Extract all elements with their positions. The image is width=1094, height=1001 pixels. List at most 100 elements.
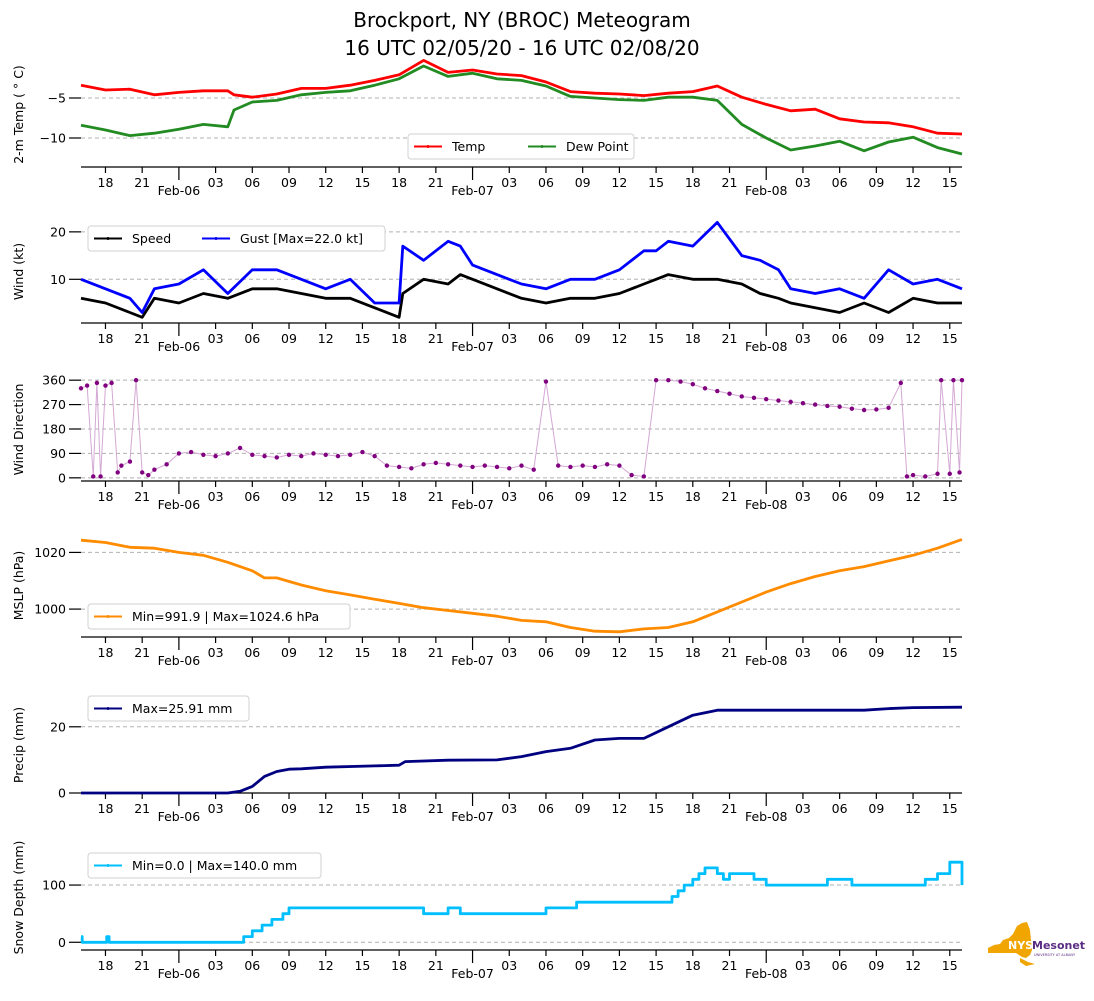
x-tick-label: 09 (281, 801, 297, 816)
series-line-max=25.91 (81, 705, 963, 795)
series-line-temp (80, 59, 963, 136)
x-tick-label: 15 (354, 175, 370, 190)
x-tick-label: 12 (905, 958, 921, 973)
direction-point (666, 377, 671, 383)
direction-point (84, 383, 90, 388)
x-tick-label: 15 (942, 331, 958, 346)
x-tick-label: 09 (868, 801, 884, 816)
x-tick-label: 21 (722, 645, 738, 660)
legend-label: Gust [Max=22.0 kt] (240, 231, 363, 246)
x-tick-label: 18 (685, 331, 701, 346)
x-tick-label: 06 (538, 489, 554, 504)
x-tick-label: 15 (354, 489, 370, 504)
x-tick-label: 09 (575, 958, 591, 973)
date-tick-label: Feb-06 (158, 183, 201, 198)
direction-point (938, 377, 944, 383)
direction-point (109, 380, 114, 386)
x-tick-label: 21 (134, 489, 150, 504)
x-tick-label: 06 (244, 331, 260, 346)
legend-marker (426, 145, 430, 148)
direction-point (311, 451, 316, 456)
x-tick-label: 03 (501, 645, 517, 660)
x-tick-label: 21 (134, 175, 150, 190)
direction-point (861, 407, 867, 413)
x-tick-label: 09 (575, 801, 591, 816)
x-tick-label: 21 (722, 958, 738, 973)
direction-point (98, 474, 103, 479)
direction-point (201, 452, 206, 457)
direction-point (812, 402, 818, 407)
logo-nys-text: NYS (1008, 939, 1033, 952)
x-tick-label: 18 (98, 489, 114, 504)
x-tick-label: 21 (722, 801, 738, 816)
x-tick-label: 15 (648, 801, 664, 816)
direction-point (507, 466, 512, 471)
direction-point (727, 391, 732, 396)
direction-point (372, 453, 377, 459)
direction-point (347, 452, 353, 457)
nys-mesonet-logo: NYS Mesonet UNIVERSITY AT ALBANY (988, 922, 1085, 966)
direction-point (957, 470, 962, 475)
legend-label: Temp (451, 139, 485, 154)
direction-point (959, 377, 965, 383)
direction-point (904, 474, 910, 479)
y-tick-label: 1020 (34, 545, 66, 560)
y-tick-label: 360 (42, 373, 66, 388)
direction-point (653, 377, 659, 383)
legend-box (87, 852, 322, 879)
x-tick-label: 15 (942, 958, 958, 973)
x-tick-label: 09 (575, 645, 591, 660)
direction-point (543, 379, 549, 384)
direction-point (702, 386, 708, 391)
x-tick-label: 12 (318, 331, 334, 346)
x-tick-label: 18 (685, 801, 701, 816)
x-tick-label: 21 (428, 175, 444, 190)
x-tick-label: 18 (98, 645, 114, 660)
legend: Speed Gust [Max=22.0 kt] (87, 225, 386, 252)
x-tick-label: 18 (391, 958, 407, 973)
y-axis-label: Precip (mm) (11, 707, 26, 783)
x-tick-label: 12 (905, 331, 921, 346)
direction-point (127, 459, 133, 464)
x-tick-label: 06 (832, 489, 848, 504)
x-tick-label: 21 (134, 645, 150, 660)
x-tick-label: 21 (722, 489, 738, 504)
x-tick-label: 12 (318, 645, 334, 660)
legend-box (87, 603, 351, 630)
x-tick-label: 03 (208, 175, 224, 190)
x-tick-label: 15 (354, 645, 370, 660)
x-tick-label: 21 (428, 331, 444, 346)
legend: Temp Dew Point (407, 133, 635, 160)
x-tick-label: 15 (648, 645, 664, 660)
direction-point (886, 405, 891, 411)
x-tick-label: 21 (134, 801, 150, 816)
x-tick-label: 21 (428, 958, 444, 973)
direction-point (951, 377, 956, 383)
direction-point (360, 449, 365, 455)
x-tick-label: 12 (905, 175, 921, 190)
x-tick-label: 21 (428, 801, 444, 816)
x-tick-label: 18 (391, 645, 407, 660)
x-tick-label: 18 (98, 175, 114, 190)
date-tick-label: Feb-07 (451, 183, 494, 198)
title-line-1: Brockport, NY (BROC) Meteogram (353, 8, 690, 32)
series-line-gust (80, 220, 963, 314)
x-tick-label: 18 (98, 958, 114, 973)
x-tick-label: 09 (868, 175, 884, 190)
series-line-min=0.0 (80, 860, 964, 944)
date-tick-label: Feb-08 (745, 809, 788, 824)
panel-temperature: −5 −10 2-m Temp ( ° C) 18 21 03 06 09 12 15 18 21 03… (11, 59, 963, 198)
date-tick-label: Feb-06 (158, 339, 201, 354)
x-tick-label: 06 (538, 958, 554, 973)
x-tick-label: 03 (208, 489, 224, 504)
legend-marker (540, 145, 544, 148)
x-tick-label: 09 (575, 331, 591, 346)
y-axis-label: MSLP (hPa) (11, 551, 26, 621)
date-tick-label: Feb-06 (158, 653, 201, 668)
y-tick-label: −10 (40, 131, 66, 146)
direction-point (617, 463, 622, 468)
panel-wind: 10 20 Wind (kt) 18 21 03 06 09 12 15 18 21 03 06 09 12 1… (11, 220, 963, 354)
date-tick-label: Feb-06 (158, 497, 201, 512)
x-tick-label: 18 (98, 801, 114, 816)
